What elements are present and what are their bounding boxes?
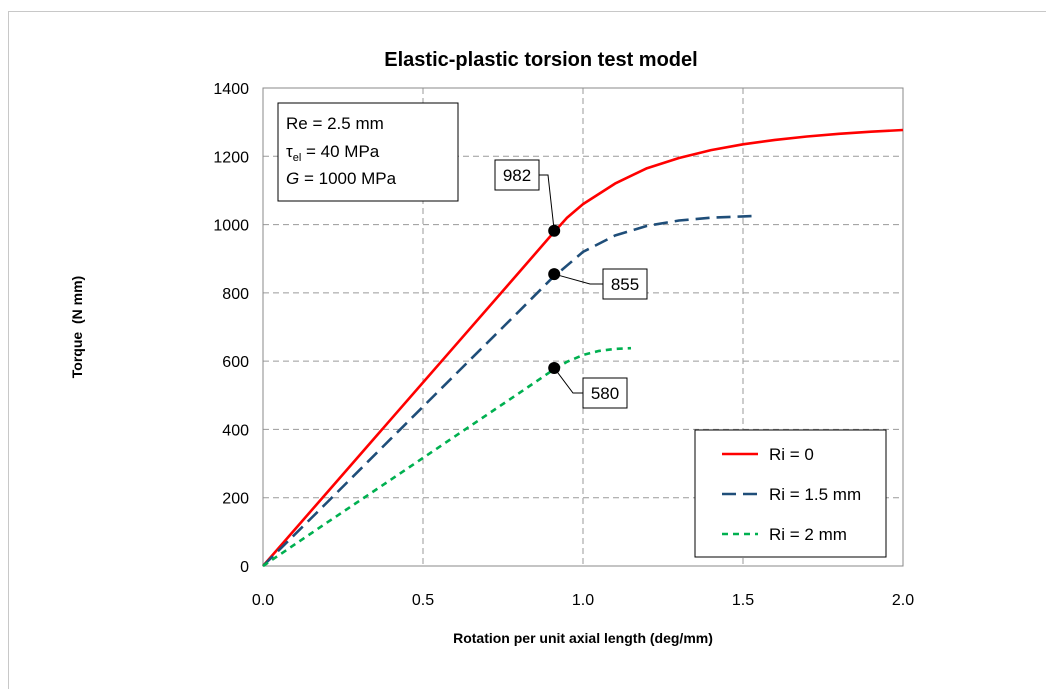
callout-box (602, 268, 648, 300)
series-lines (262, 128, 904, 568)
y-tick-label: 400 (222, 422, 249, 439)
series-line-1 (262, 128, 904, 567)
x-tick-label: 1.0 (572, 592, 594, 609)
plot-area-border (262, 87, 904, 567)
legend-label: Ri = 1.5 mm (769, 485, 861, 504)
x-tick-labels: 0.0 0.5 1.0 1.5 2.0 (252, 592, 914, 609)
y-tick-label: 200 (222, 491, 249, 508)
callouts: 982 855 580 (494, 159, 648, 409)
info-line-modulus: G = 1000 MPa (286, 169, 397, 188)
y-axis-label: Torque (N mm) (69, 276, 85, 378)
x-tick-label: 0.5 (412, 592, 434, 609)
x-tick-label: 1.5 (732, 592, 754, 609)
legend-label: Ri = 2 mm (769, 525, 847, 544)
y-tick-label: 1200 (213, 149, 249, 166)
x-axis-label: Rotation per unit axial length (deg/mm) (453, 630, 713, 646)
info-box: Re = 2.5 mm τel = 40 MPa G = 1000 MPa (277, 102, 459, 202)
y-tick-label: 0 (240, 559, 249, 576)
callout-label: 982 (503, 166, 531, 185)
y-tick-label: 800 (222, 286, 249, 303)
y-tick-label: 600 (222, 354, 249, 371)
info-line-radius: Re = 2.5 mm (286, 114, 384, 133)
chart-title: Elastic-plastic torsion test model (384, 49, 697, 71)
data-marker (548, 268, 561, 281)
chart-frame (8, 11, 1046, 689)
y-tick-label: 1000 (213, 218, 249, 235)
callout-leader (539, 174, 555, 231)
x-tick-label: 0.0 (252, 592, 274, 609)
series-line-2 (262, 214, 753, 567)
callout-label: 855 (611, 275, 639, 294)
legend-label: Ri = 0 (769, 445, 814, 464)
data-marker (548, 361, 561, 374)
info-line-shear-yield: τel = 40 MPa (286, 142, 380, 164)
x-tick-label: 2.0 (892, 592, 914, 609)
y-tick-label: 1400 (213, 81, 249, 98)
callout-leader (554, 273, 603, 285)
callout-box (494, 159, 540, 191)
y-tick-labels: 0 200 400 600 800 1000 1200 1400 (213, 81, 249, 576)
callout-leader (553, 367, 583, 394)
legend: Ri = 0 Ri = 1.5 mm Ri = 2 mm (694, 429, 887, 558)
data-marker (548, 224, 561, 237)
data-markers (548, 224, 561, 374)
callout-label: 580 (591, 384, 619, 403)
series-line-3 (262, 346, 632, 568)
callout-box (582, 377, 628, 409)
